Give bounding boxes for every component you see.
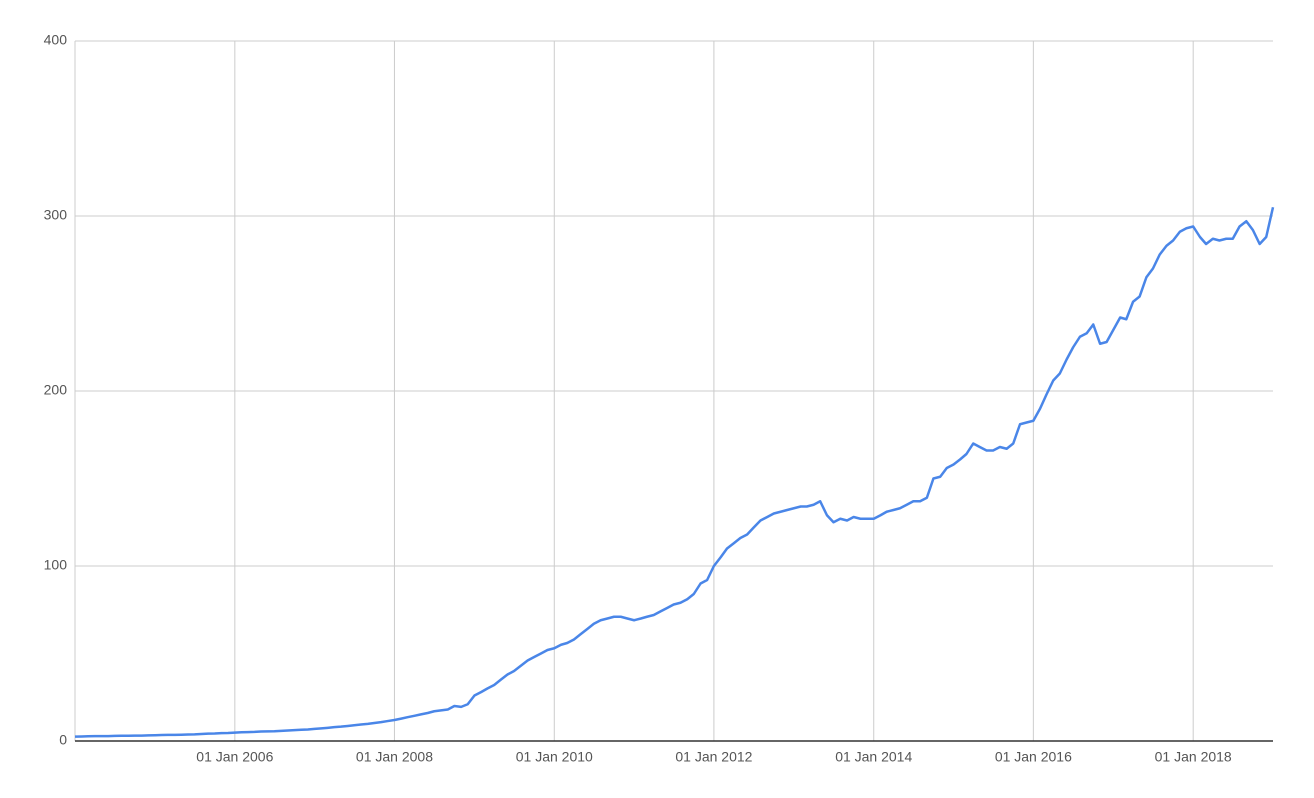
x-tick-label: 01 Jan 2014 [835, 749, 912, 765]
data-line [74, 206, 1275, 738]
x-tick-label: 01 Jan 2016 [995, 749, 1072, 765]
x-tick-label: 01 Jan 2006 [196, 749, 273, 765]
y-tick-label: 200 [44, 382, 68, 398]
x-tick-label: 01 Jan 2008 [356, 749, 433, 765]
x-tick-label: 01 Jan 2018 [1155, 749, 1232, 765]
x-tick-label: 01 Jan 2012 [675, 749, 752, 765]
x-tick-label: 01 Jan 2010 [516, 749, 593, 765]
y-tick-label: 100 [44, 557, 68, 573]
y-tick-label: 300 [44, 207, 68, 223]
y-tick-label: 0 [59, 732, 67, 748]
y-tick-label: 400 [44, 32, 68, 48]
